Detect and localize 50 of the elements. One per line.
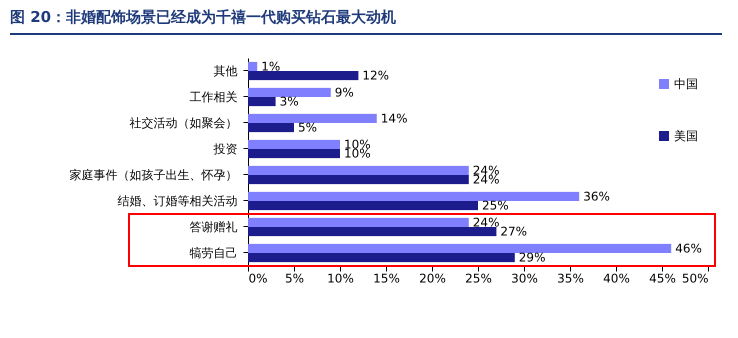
x-tick-label: 40% bbox=[603, 272, 630, 286]
bar bbox=[248, 88, 331, 97]
chart-title: 图 20：非婚配饰场景已经成为千禧一代购买钻石最大动机 bbox=[10, 8, 722, 35]
x-tick-label: 20% bbox=[419, 272, 446, 286]
bar bbox=[248, 166, 469, 175]
bar bbox=[248, 175, 469, 184]
data-label: 3% bbox=[280, 94, 299, 109]
x-tick-label: 30% bbox=[511, 272, 538, 286]
y-tick-label: 其他 bbox=[214, 64, 238, 78]
bar bbox=[248, 123, 294, 132]
data-label: 25% bbox=[482, 198, 509, 213]
data-label: 9% bbox=[334, 85, 354, 100]
bar bbox=[248, 140, 340, 149]
bar bbox=[248, 149, 340, 158]
x-tick-label: 50% bbox=[682, 272, 708, 286]
x-tick-label: 0% bbox=[248, 272, 268, 286]
bar bbox=[248, 71, 358, 80]
y-tick-label: 社交活动（如聚会） bbox=[130, 116, 238, 130]
legend-label: 美国 bbox=[674, 129, 698, 143]
data-label: 1% bbox=[261, 59, 280, 74]
x-tick-label: 35% bbox=[557, 272, 584, 286]
bar bbox=[248, 201, 478, 210]
data-label: 5% bbox=[298, 120, 318, 135]
data-label: 24% bbox=[472, 215, 500, 230]
bar bbox=[248, 97, 276, 106]
bar bbox=[248, 253, 515, 262]
data-label: 27% bbox=[500, 224, 528, 239]
bar bbox=[248, 227, 496, 236]
bar bbox=[248, 244, 672, 253]
x-tick-label: 15% bbox=[373, 272, 400, 286]
x-tick-label: 5% bbox=[284, 272, 304, 286]
data-label: 46% bbox=[675, 241, 702, 256]
bar bbox=[248, 192, 580, 201]
y-tick-label: 答谢赠礼 bbox=[190, 220, 238, 234]
data-label: 29% bbox=[518, 250, 546, 265]
x-tick-label: 10% bbox=[327, 272, 354, 286]
x-tick-label: 25% bbox=[465, 272, 492, 286]
data-label: 36% bbox=[583, 189, 610, 204]
x-tick-label: 45% bbox=[649, 272, 676, 286]
bar bbox=[248, 218, 469, 227]
y-tick-label: 犒劳自己 bbox=[190, 246, 238, 260]
data-label: 12% bbox=[362, 68, 390, 83]
y-tick-label: 家庭事件（如孩子出生、怀孕） bbox=[70, 168, 238, 182]
y-tick-label: 结婚、订婚等相关活动 bbox=[118, 194, 238, 208]
bar bbox=[248, 62, 258, 71]
y-tick-label: 工作相关 bbox=[190, 90, 238, 104]
bar bbox=[248, 114, 377, 123]
data-label: 14% bbox=[380, 111, 408, 126]
y-tick-label: 投资 bbox=[212, 142, 238, 156]
legend-label: 中国 bbox=[674, 77, 698, 91]
